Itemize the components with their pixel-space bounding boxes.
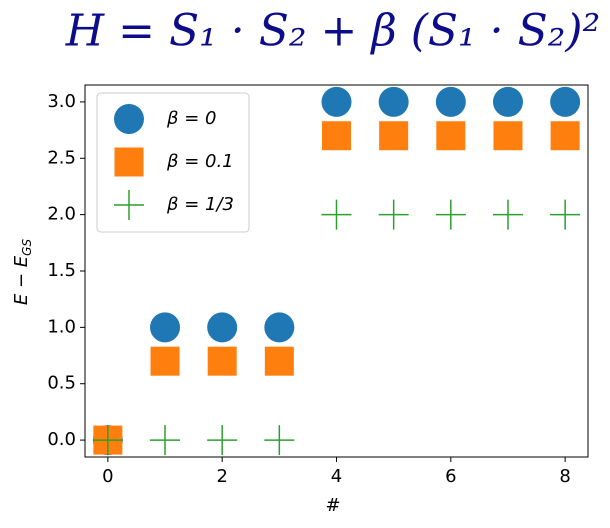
point xyxy=(321,86,352,117)
point xyxy=(492,199,523,230)
x-tick-label: 2 xyxy=(216,466,227,487)
point xyxy=(150,346,180,376)
point xyxy=(550,86,581,117)
point xyxy=(264,312,295,343)
legend-marker xyxy=(114,190,144,220)
y-tick-label: 3.0 xyxy=(47,91,76,112)
legend-label: β = 1/3 xyxy=(166,194,234,215)
point xyxy=(378,86,409,117)
y-tick-label: 1.0 xyxy=(47,316,76,337)
y-tick-label: 2.0 xyxy=(47,204,76,225)
point xyxy=(264,425,295,456)
y-tick-label: 2.5 xyxy=(47,147,76,168)
point xyxy=(492,86,523,117)
y-tick-label: 0.5 xyxy=(47,373,76,394)
x-axis-label: # xyxy=(325,495,340,516)
point xyxy=(550,199,581,230)
point xyxy=(207,346,237,376)
chart-title: H = S₁ · S₂ + β (S₁ · S₂)² xyxy=(65,6,601,57)
x-tick-label: 4 xyxy=(331,466,342,487)
point xyxy=(493,121,523,151)
point xyxy=(379,121,409,151)
legend-label: β = 0.1 xyxy=(166,151,234,172)
point xyxy=(92,425,123,456)
point xyxy=(264,346,294,376)
x-tick-label: 6 xyxy=(445,466,456,487)
point xyxy=(436,121,466,151)
point xyxy=(150,425,181,456)
legend-label: β = 0 xyxy=(166,108,216,129)
point xyxy=(378,199,409,230)
point xyxy=(435,199,466,230)
point xyxy=(207,312,238,343)
y-tick-label: 0.0 xyxy=(47,429,76,450)
point xyxy=(322,121,351,151)
y-label-sub: GS xyxy=(20,239,34,256)
y-label-main: E − E xyxy=(11,255,32,305)
point xyxy=(207,425,238,456)
point xyxy=(321,199,352,230)
y-axis-label: E − EGS xyxy=(11,239,34,306)
legend-marker xyxy=(114,104,144,134)
point xyxy=(550,121,580,151)
legend-marker xyxy=(114,147,144,177)
y-tick-label: 1.5 xyxy=(47,260,76,281)
x-tick-label: 8 xyxy=(559,466,570,487)
point xyxy=(150,312,181,343)
x-tick-label: 0 xyxy=(102,466,113,487)
point xyxy=(435,86,466,117)
